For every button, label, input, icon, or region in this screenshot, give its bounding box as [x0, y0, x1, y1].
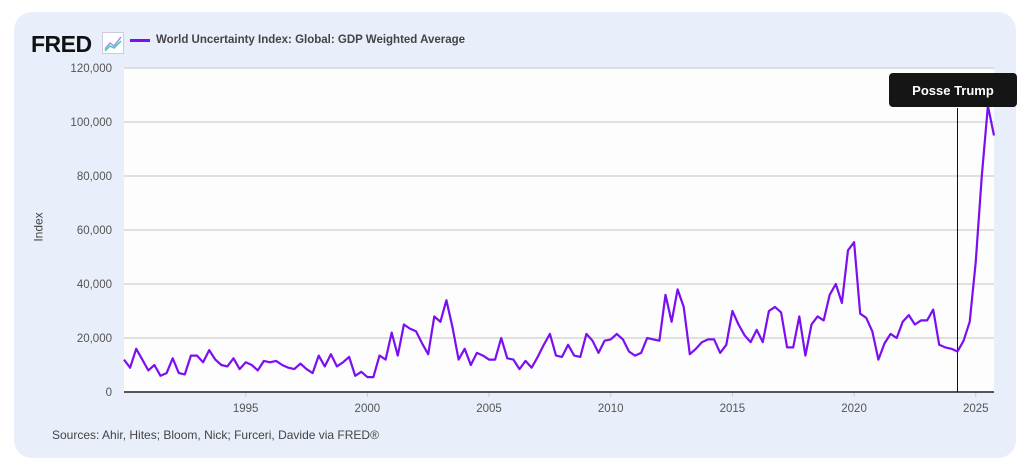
- x-tick-label: 2025: [963, 403, 989, 415]
- y-tick-label: 20,000: [77, 333, 112, 345]
- y-tick-label: 120,000: [70, 63, 112, 75]
- legend-swatch: [130, 38, 150, 42]
- x-tick-label: 2010: [598, 403, 624, 415]
- fred-logo[interactable]: FRED: [31, 31, 92, 57]
- sources-text: Sources: Ahir, Hites; Bloom, Nick; Furce…: [52, 428, 379, 442]
- chart-line-icon: [102, 32, 124, 54]
- x-tick-label: 1995: [233, 403, 259, 415]
- x-tick-label: 2015: [720, 403, 746, 415]
- legend: World Uncertainty Index: Global: GDP Wei…: [130, 34, 465, 46]
- x-tick-label: 2000: [355, 403, 381, 415]
- y-tick-label: 80,000: [77, 171, 112, 183]
- x-tick-label: 2005: [476, 403, 502, 415]
- legend-label: World Uncertainty Index: Global: GDP Wei…: [156, 34, 466, 46]
- x-tick-label: 2020: [841, 403, 867, 415]
- annotation-label: Posse Trump: [889, 73, 1017, 107]
- y-tick-label: 0: [106, 387, 112, 399]
- y-tick-label: 60,000: [77, 225, 112, 237]
- y-tick-label: 100,000: [70, 117, 112, 129]
- y-tick-label: 40,000: [77, 279, 112, 291]
- series-line: [123, 104, 996, 379]
